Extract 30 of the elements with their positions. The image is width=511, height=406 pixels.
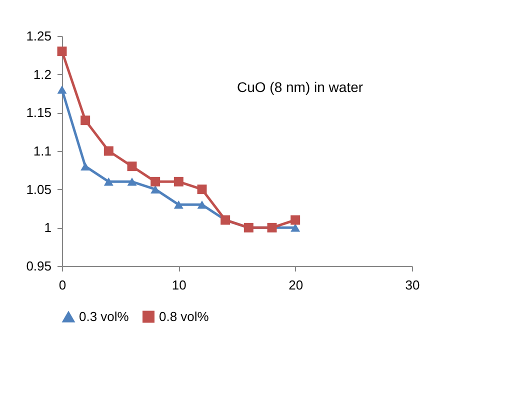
x-tick-label: 0	[58, 278, 66, 292]
point	[197, 184, 207, 194]
x-tick-label: 20	[288, 278, 304, 292]
y-tick-label: 1.1	[33, 144, 52, 158]
point	[150, 176, 160, 186]
point	[127, 178, 137, 186]
y-tick-label: 1.2	[33, 66, 52, 82]
y-tick-label: 1.05	[26, 182, 52, 197]
point	[127, 162, 137, 172]
point	[57, 46, 67, 56]
legend-label: 0.3 vol%	[79, 309, 130, 324]
x-tick-label: 30	[405, 278, 420, 292]
point	[197, 200, 207, 209]
point	[174, 176, 184, 186]
y-tick-label: 1	[44, 220, 52, 236]
y-tick-label: 1.25	[26, 28, 52, 44]
y-tick-label: 1.15	[26, 105, 52, 120]
point	[57, 86, 67, 94]
point	[80, 116, 90, 126]
point	[290, 224, 300, 232]
point	[104, 146, 114, 156]
x-tick-label: 10	[172, 278, 186, 292]
legend-label: 0.8 vol%	[159, 308, 210, 324]
point	[150, 185, 160, 194]
point	[174, 200, 184, 209]
annotation: CuO (8 nm) in water	[237, 79, 364, 95]
point	[104, 178, 114, 186]
point	[290, 215, 300, 225]
point	[80, 162, 90, 170]
y-tick-label: 0.95	[26, 258, 52, 274]
